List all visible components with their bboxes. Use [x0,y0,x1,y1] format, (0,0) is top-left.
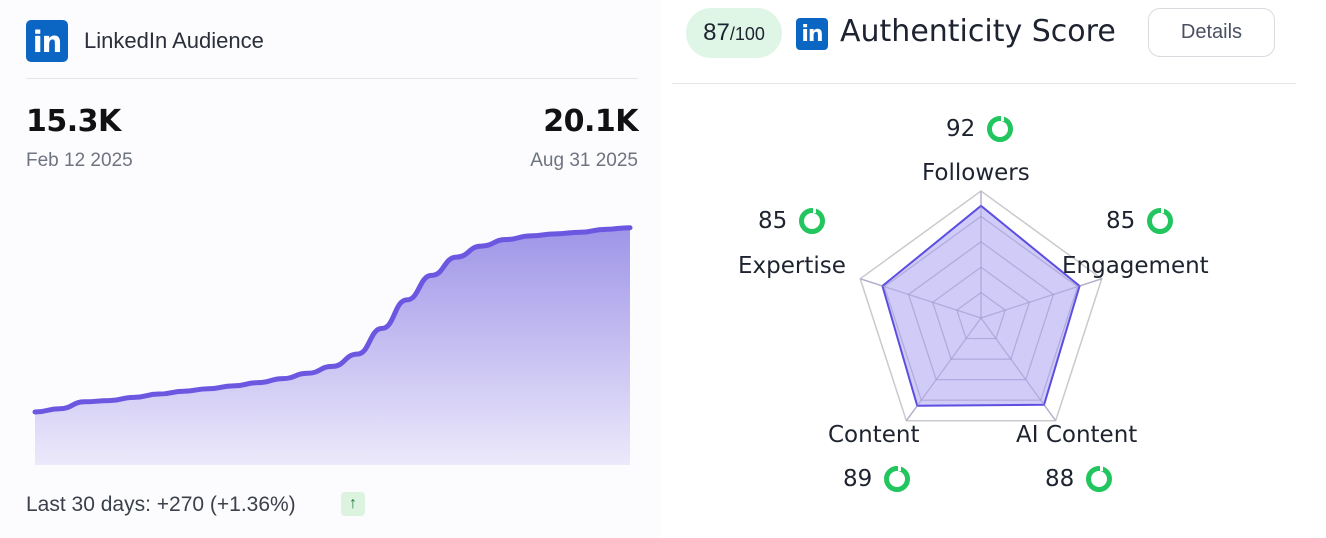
engagement-score-value: 85 [1106,208,1136,234]
axis-label-ai-content: AI Content [1016,422,1138,448]
radar-grid-ring [907,241,1055,381]
axis-label-followers: Followers [922,160,1030,186]
end-follower-count: 20.1K [543,104,638,139]
radar-grid-ring [931,266,1031,360]
series-line [32,225,633,415]
radar-spoke [980,317,1057,422]
end-date: Aug 31 2025 [530,150,638,171]
radar-grid-ring [883,215,1079,401]
axis-label-engagement: Engagement [1062,253,1209,279]
followers-score: 92 [946,116,1014,142]
content-score-value: 89 [843,466,873,492]
ai-content-score-value: 88 [1045,466,1075,492]
linkedin-audience-card: in LinkedIn Audience 15.3K Feb 12 2025 2… [0,0,662,538]
followers-score-value: 92 [946,116,976,142]
linkedin-logo-icon: in [796,18,828,50]
authenticity-score-badge: 87/100 [686,8,782,58]
area-fill [35,227,630,465]
divider [672,83,1296,84]
score-ring-icon [1086,466,1113,492]
expertise-score-value: 85 [758,208,788,234]
score-ring-icon [987,116,1014,142]
radar-spoke [905,317,982,422]
audience-area-chart [32,225,633,465]
expertise-score: 85 [758,208,826,234]
ai-content-score: 88 [1045,466,1113,492]
axis-label-expertise: Expertise [738,253,846,279]
authenticity-title: Authenticity Score [840,14,1116,49]
score-value: 87 [703,19,730,46]
last-30-days-summary: Last 30 days: +270 (+1.36%) [26,493,296,516]
divider [26,78,638,79]
score-ring-icon [884,466,911,492]
start-date: Feb 12 2025 [26,150,133,171]
details-button[interactable]: Details [1148,8,1275,57]
radar-spoke [980,278,1102,319]
axis-label-content: Content [828,422,920,448]
start-follower-count: 15.3K [26,104,121,139]
score-denominator: /100 [729,24,765,44]
score-ring-icon [799,208,826,234]
score-ring-icon [1147,208,1174,234]
radar-grid-ring [956,291,1006,340]
engagement-score: 85 [1106,208,1174,234]
authenticity-radar-chart [859,190,1103,422]
linkedin-logo-icon: in [26,20,68,62]
content-score: 89 [843,466,911,492]
radar-spoke [860,278,982,319]
arrow-up-icon: ↑ [341,492,365,516]
audience-title: LinkedIn Audience [84,28,264,53]
